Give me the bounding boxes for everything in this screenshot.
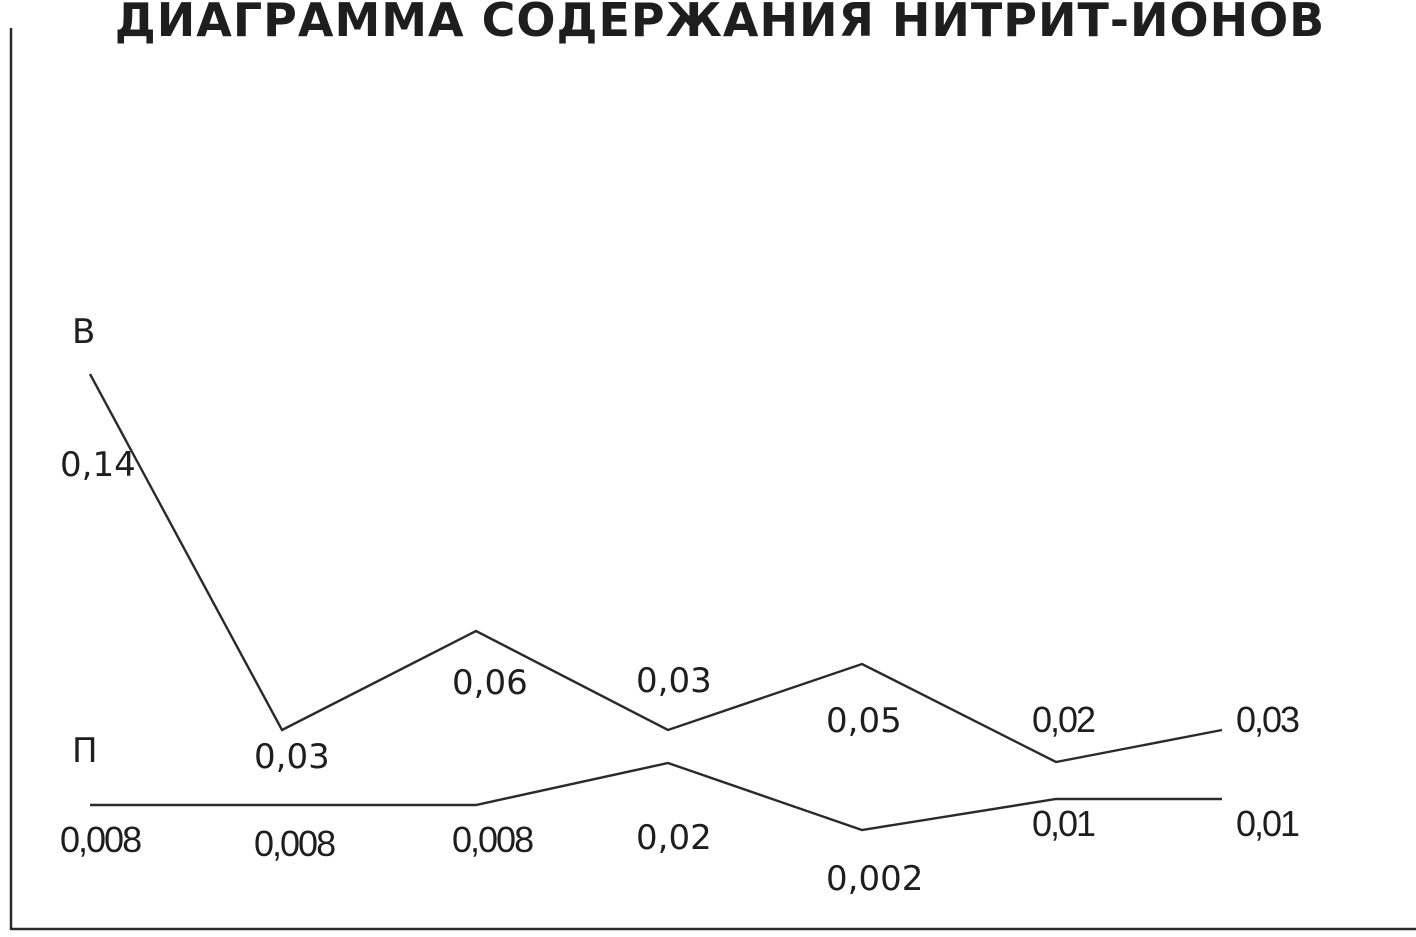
data-label-s1-6: 0,02 bbox=[1032, 699, 1095, 740]
data-label-s2-4: 0,02 bbox=[636, 818, 712, 858]
data-label-s2-7: 0,01 bbox=[1236, 803, 1299, 844]
data-label-s1-4: 0,03 bbox=[636, 661, 712, 701]
data-label-s1-2: 0,03 bbox=[254, 737, 330, 777]
data-label-s2-3: 0,008 bbox=[452, 819, 533, 860]
data-label-s2-1: 0,008 bbox=[60, 819, 141, 860]
data-label-s1-1: 0,14 bbox=[60, 445, 136, 485]
data-label-s2-2: 0,008 bbox=[254, 823, 335, 864]
data-label-s2-5: 0,002 bbox=[826, 859, 923, 899]
data-label-s2-6: 0,01 bbox=[1032, 803, 1095, 844]
data-label-s1-7: 0,03 bbox=[1236, 699, 1299, 740]
series-name-1: В bbox=[72, 312, 95, 352]
chart-title: ДИАГРАММА СОДЕРЖАНИЯ НИТРИТ-ИОНОВ bbox=[115, 0, 1326, 47]
data-label-s1-5: 0,05 bbox=[826, 701, 902, 741]
data-label-layer: В 0,14 0,03 0,06 0,03 0,05 0,02 0,03 П 0,008 0,008… bbox=[60, 312, 1299, 899]
series-name-2: П bbox=[72, 731, 98, 771]
data-label-s1-3: 0,06 bbox=[452, 663, 528, 703]
